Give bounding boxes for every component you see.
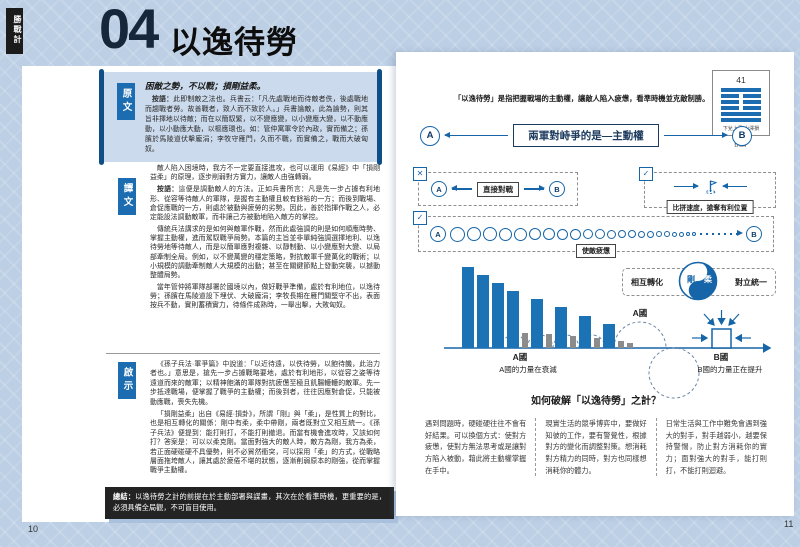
bar xyxy=(627,343,633,348)
node-a: A xyxy=(431,181,447,197)
right-page: 「以逸待勞」是指把握戰場的主動權，讓敵人陷入疲憊，看準時機並克敵制勝。 41 下… xyxy=(396,52,794,516)
arrow-right-icon xyxy=(700,228,743,238)
bar xyxy=(462,267,474,348)
arrow-right-icon xyxy=(673,181,699,190)
check-icon: ✓ xyxy=(639,167,653,181)
bar xyxy=(555,307,567,348)
race-label: 比拼速度，搶奪有利位置 xyxy=(666,200,754,214)
power-bars xyxy=(462,267,633,348)
page-number-right: 11 xyxy=(784,519,794,529)
bar xyxy=(546,334,552,348)
a-country-label-2: A國 xyxy=(633,308,648,318)
translation-paragraph: 敵人陷入困境時，我方不一定要直接進攻，也可以運用《易經》中「損剛益柔」的原理，逐… xyxy=(150,165,380,182)
node-a: A xyxy=(430,226,446,242)
bar xyxy=(579,316,591,348)
rou-label: 柔 xyxy=(704,275,712,284)
bar xyxy=(531,299,543,348)
page-title: 以逸待勞 xyxy=(170,25,298,60)
section-divider xyxy=(106,353,380,354)
b-country-caption: B國的力量正在提升 xyxy=(697,364,763,374)
flow-center-box: 兩軍對峙爭的是—主動權 xyxy=(513,124,659,147)
bar xyxy=(603,324,615,348)
translation-paragraph: 傳統兵法講求的是如何與敵軍作戰，然而此處強調的則是如何順應時勢、掌握主動權，進而… xyxy=(150,226,380,279)
flag-icon xyxy=(705,180,717,194)
translation-paragraph: 按語：這便是調動敵人的方法。正如兵書所言：凡是先一步占據有利地形、從容等待敵人的… xyxy=(150,186,381,221)
translation-text: 敵人陷入困境時，我方不一定要直接進攻，也可以運用《易經》中「損剛益柔」的原理，逐… xyxy=(150,164,380,311)
gang-label: 剛 xyxy=(687,275,695,284)
a-country-label: A國 xyxy=(513,352,528,362)
bar xyxy=(522,333,528,348)
stratagem-intro: 「以逸待勞」是指把握戰場的主動權，讓敵人陷入疲憊，看準時機並克敵制勝。 xyxy=(454,94,710,103)
how-column-2: 現實生活的競爭博弈中，要做好知彼的工作，要有警覺性，根據對方的變化而調整對策。想… xyxy=(535,418,655,477)
arrow-right-icon xyxy=(524,183,545,193)
bar xyxy=(492,283,504,348)
fatigue-circles xyxy=(450,226,696,242)
main-flow-diagram: A 兩軍對峙爭的是—主動權 B xyxy=(420,124,752,147)
opposing-unity-label: 對立統一 xyxy=(735,277,767,287)
bar xyxy=(507,291,519,348)
left-page: 原文 困敵之勢，不以戰；損剛益柔。 按語：此即制敵之法也。兵書云：「凡先處戰地而… xyxy=(22,66,396,522)
option-direct-fight: ✕ A 直接對戰 B xyxy=(413,167,578,206)
node-b: B xyxy=(549,181,565,197)
bar xyxy=(594,338,600,348)
hexagram-number: 41 xyxy=(736,75,746,85)
bar xyxy=(570,336,576,348)
section-label-translation: 譯文 xyxy=(118,178,136,215)
mutual-transform-label: 相互轉化 xyxy=(631,277,663,287)
how-to-break-columns: 遇到問題時，硬碰硬往往不會有好結果。可以換個方式：使對方疲憊，使對方無法思考或是… xyxy=(416,418,776,477)
how-column-3: 日常生活與工作中難免會遇到強大的對手，對手越弱小，越要保持警惕，防止對方消耗你的… xyxy=(655,418,776,477)
original-text-box: 原文 困敵之勢，不以戰；損剛益柔。 按語：此即制敵之法也。兵書云：「凡先處戰地而… xyxy=(99,69,382,165)
how-column-1: 遇到問題時，硬碰硬往往不會有好結果。可以換個方式：使對方疲憊，使對方無法思考或是… xyxy=(425,419,527,475)
b-country-square xyxy=(692,310,751,349)
hexagram-card: 41 下兌上艮 山澤損 損卦 xyxy=(712,70,770,149)
section-label-original: 原文 xyxy=(117,83,135,120)
chapter-category-tab: 勝戰計 xyxy=(6,8,23,54)
page-number-left: 10 xyxy=(28,524,39,534)
original-note: 按語：此即制敵之法也。兵書云：「凡先處戰地而待敵者佚，後處戰地而趨戰者勞。故善戰… xyxy=(145,96,368,153)
yinyang-group: 相互轉化 對立統一 剛 柔 xyxy=(622,260,776,304)
bar xyxy=(618,341,624,348)
power-decline-chart: A國 A國的力量在衰減 A國 B國 B國的力量正在提升 xyxy=(416,252,780,399)
insight-text: 《孫子兵法·軍爭篇》中說道：「以近待遠，以佚待勞，以飽待饑，此治力者也。」意思是… xyxy=(150,360,380,476)
direct-fight-label: 直接對戰 xyxy=(477,181,519,197)
option-exhaust-enemy: ✓ A B 使敵疲憊 xyxy=(413,211,774,258)
translation-paragraph: 當年管仲將軍隊部署於國境以內，做好戰爭準備，處於有利地位，以逸待勞；孫臏在馬陵道… xyxy=(150,284,380,310)
section-label-insight: 啟示 xyxy=(118,362,136,399)
summary-box: 總結：以逸待勞之計的前提在於主動部署與謀畫，其次在於看準時機，更重要的是，必須具… xyxy=(105,487,394,519)
check-icon: ✓ xyxy=(413,211,427,225)
bar xyxy=(477,275,489,348)
node-b: B xyxy=(746,226,762,242)
a-country-caption: A國的力量在衰減 xyxy=(499,364,557,374)
hexagram-lines xyxy=(718,88,764,122)
insight-paragraph: 《孫子兵法·軍爭篇》中說道：「以近待遠，以佚待勞，以飽待饑，此治力者也。」意思是… xyxy=(150,361,380,406)
b-country-label: B國 xyxy=(714,352,729,362)
node-b: B xyxy=(732,125,752,146)
how-to-break-heading: 如何破解「以逸待勞」之計？ xyxy=(531,396,661,407)
chapter-number: 04 xyxy=(99,0,159,60)
original-text: 困敵之勢，不以戰；損剛益柔。 按語：此即制敵之法也。兵書云：「凡先處戰地而待敵者… xyxy=(145,80,368,155)
insight-paragraph: 「損剛益柔」出自《易經·損卦》，所謂「剛」與「柔」，是性質上的對比，也是相互轉化… xyxy=(150,410,380,475)
classical-quote: 困敵之勢，不以戰；損剛益柔。 xyxy=(145,81,266,91)
node-a: A xyxy=(420,125,440,146)
option-race-position: ✓ 比拼速度，搶奪有利位置 xyxy=(639,167,776,214)
chart-decorations: A國 A國的力量在衰減 A國 B國 B國的力量正在提升 xyxy=(444,308,772,399)
fatigue-label: 使敵疲憊 xyxy=(576,244,616,258)
arrow-left-icon xyxy=(721,181,747,190)
x-icon: ✕ xyxy=(413,167,427,181)
arrow-right-icon xyxy=(663,130,729,139)
yinyang-icon xyxy=(678,261,718,301)
arrow-left-icon xyxy=(451,183,472,193)
arrow-left-icon xyxy=(443,130,509,139)
